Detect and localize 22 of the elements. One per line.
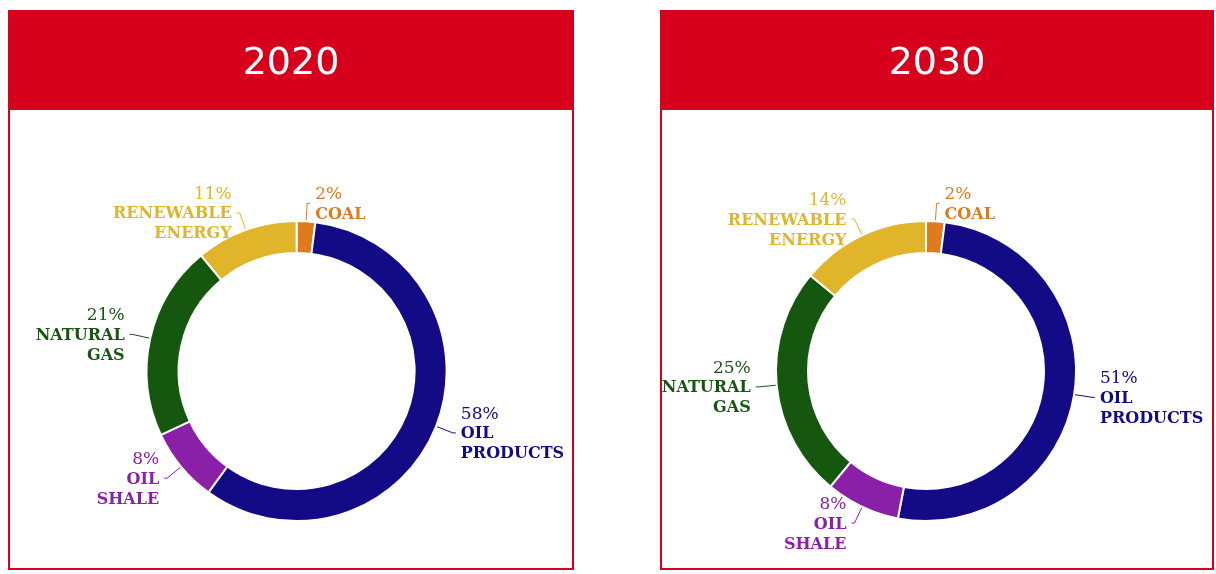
data-label: 8% <box>132 448 160 469</box>
chart-title: 2020 <box>10 12 572 110</box>
data-label: 25% <box>712 356 751 377</box>
data-label: 2% <box>944 183 972 204</box>
slice-label: COAL <box>944 203 995 223</box>
slice-label: COAL <box>315 203 366 223</box>
slice-label: NATURAL GAS <box>35 324 125 364</box>
data-label: 11% <box>193 182 232 203</box>
chart-title: 2030 <box>662 12 1212 110</box>
slice-label: RENEWABLE ENERGY <box>727 209 848 249</box>
slice-label: OIL SHALE <box>783 513 847 553</box>
data-label: 8% <box>819 493 847 514</box>
slice-label: OIL PRODUCTS <box>1099 387 1204 427</box>
data-label: 14% <box>808 189 847 210</box>
data-label: 2% <box>315 183 343 204</box>
slice-label: RENEWABLE ENERGY <box>113 203 233 243</box>
data-label: 21% <box>86 304 125 325</box>
slice-label: OIL PRODUCTS <box>460 423 565 463</box>
data-label: 58% <box>460 402 499 423</box>
data-label: 51% <box>1099 367 1138 388</box>
slice-label: NATURAL GAS <box>661 377 751 417</box>
slice-label: OIL SHALE <box>96 468 160 508</box>
